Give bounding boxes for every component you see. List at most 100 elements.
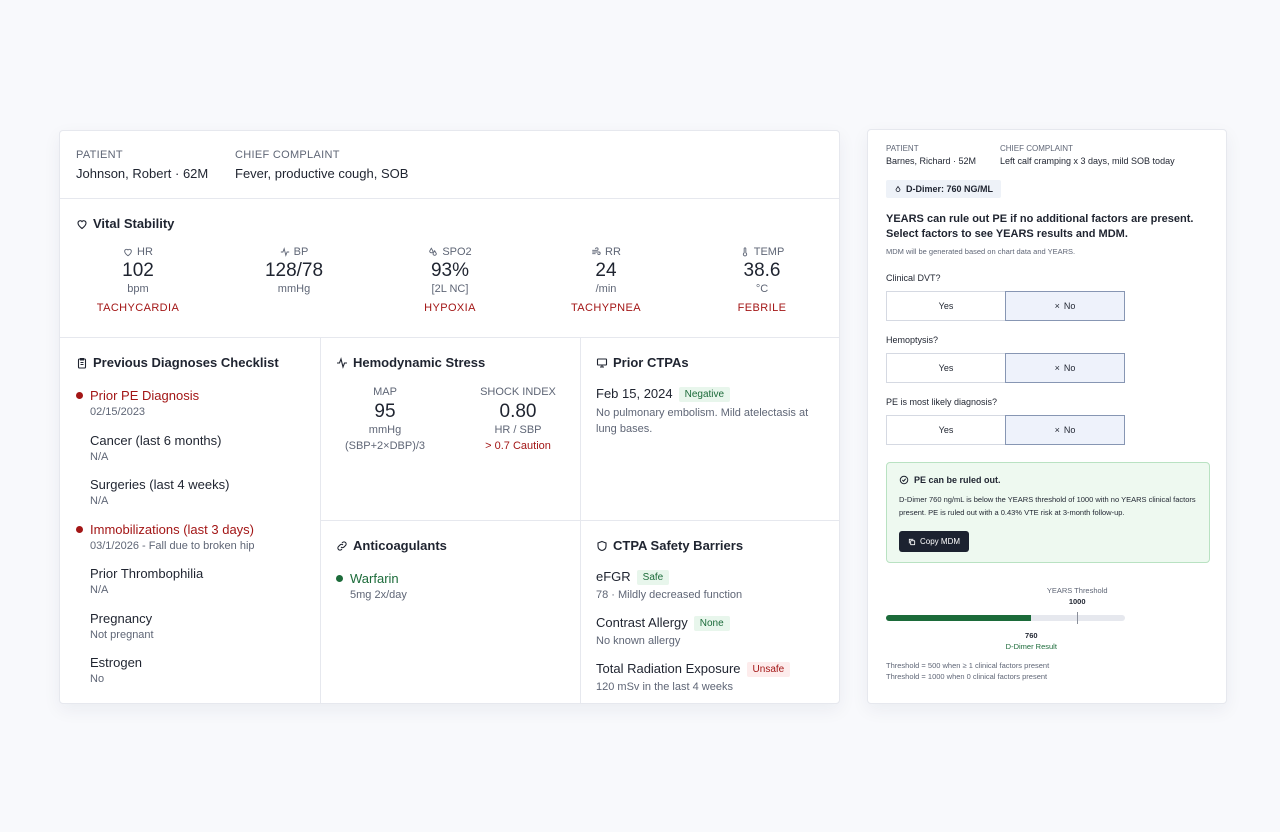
question-pe-likely: PE is most likely diagnosis?	[886, 397, 998, 407]
checklist-item-title: Estrogen	[90, 655, 143, 670]
barrier-title: Total Radiation Exposure	[596, 661, 741, 676]
monitor-icon	[596, 357, 608, 368]
shock-index-label: SHOCK INDEX	[480, 386, 556, 398]
checklist-item-sub: 02/15/2023	[90, 406, 146, 418]
checklist-item-sub: N/A	[90, 451, 109, 463]
checklist-item-sub: No	[90, 673, 105, 685]
shield-icon	[597, 540, 607, 551]
threshold-footnote-2: Threshold = 1000 when 0 clinical factors…	[886, 672, 1048, 681]
vital-stability-section: Vital Stability HR 102 bpm TACHYCARDIA B…	[60, 199, 839, 338]
close-icon: ×	[1054, 301, 1060, 311]
copy-mdm-button[interactable]: Copy MDM	[899, 531, 970, 552]
patient-name: Barnes, Richard · 52M	[886, 156, 977, 166]
map-metric: MAP 95 mmHg (SBP+2×DBP)/3	[335, 386, 435, 452]
hemoptysis-toggle: Yes × No	[886, 353, 1125, 383]
shock-index-caution: > 0.7 Caution	[485, 440, 551, 452]
barrier-badge: Safe	[636, 570, 670, 585]
ctpa-date: Feb 15, 2024	[596, 386, 673, 401]
vital-status: HYPOXIA	[424, 302, 476, 314]
shock-index-metric: SHOCK INDEX 0.80 HR / SBP > 0.7 Caution	[463, 386, 573, 452]
ctpa-entry: Feb 15, 2024 Negative	[596, 386, 731, 402]
checklist-title: Previous Diagnoses Checklist	[76, 355, 279, 370]
pe-likely-toggle: Yes × No	[886, 415, 1125, 445]
chief-complaint-value: Fever, productive cough, SOB	[235, 166, 409, 181]
checklist-item-title: Cancer (last 6 months)	[90, 433, 222, 448]
checklist-item-title: Prior PE Diagnosis	[90, 388, 200, 403]
close-icon: ×	[1054, 363, 1060, 373]
vital-hr: HR 102 bpm TACHYCARDIA	[73, 246, 203, 314]
ctpa-result-badge: Negative	[678, 387, 731, 402]
vital-status: TACHYCARDIA	[96, 302, 180, 314]
vital-temp: TEMP 38.6 °C FEBRILE	[697, 246, 827, 314]
vital-unit: /min	[595, 283, 617, 295]
alert-dot	[76, 392, 83, 399]
copy-mdm-label: Copy MDM	[920, 537, 961, 546]
checklist-item-immobilizations: Immobilizations (last 3 days) 03/1/2026 -…	[76, 522, 255, 552]
anticoagulant-name: Warfarin	[350, 571, 399, 586]
barrier-sub: No known allergy	[596, 635, 681, 647]
map-unit: mmHg	[368, 424, 402, 436]
heart-icon	[77, 219, 87, 229]
result-value: 760	[1025, 631, 1038, 640]
vital-spo2: SPO2 93% [2L NC] HYPOXIA	[385, 246, 515, 314]
barrier-contrast-allergy: Contrast Allergy None No known allergy	[596, 615, 730, 647]
active-dot	[336, 575, 343, 582]
ctpa-safety-section: CTPA Safety Barriers eFGR Safe 78 · Mildl…	[581, 521, 839, 703]
barrier-title: Contrast Allergy	[596, 615, 688, 630]
barrier-title: eFGR	[596, 569, 631, 584]
pe-likely-no[interactable]: × No	[1005, 415, 1125, 445]
hemodynamic-stress-section: Hemodynamic Stress MAP 95 mmHg (SBP+2×DB…	[321, 338, 580, 520]
vital-label: TEMP	[753, 246, 785, 258]
hemoptysis-yes[interactable]: Yes	[938, 363, 954, 373]
vital-unit: bpm	[127, 283, 149, 295]
clipboard-icon	[77, 357, 87, 369]
ctpa-title: Prior CTPAs	[596, 355, 689, 370]
barrier-sub: 78 · Mildly decreased function	[596, 589, 743, 601]
clinical-dvt-toggle: Yes × No	[886, 291, 1125, 321]
clinical-dvt-yes[interactable]: Yes	[938, 301, 954, 311]
question-hemoptysis: Hemoptysis?	[886, 335, 939, 345]
vital-value: 24	[595, 260, 617, 281]
result-title-row: PE can be ruled out.	[899, 475, 1001, 485]
vital-value: 38.6	[743, 260, 781, 281]
patient-label: PATIENT	[76, 149, 123, 161]
barrier-efgr: eFGR Safe 78 · Mildly decreased function	[596, 569, 742, 601]
pe-likely-yes[interactable]: Yes	[938, 425, 954, 435]
patient-header: PATIENT Johnson, Robert · 62M CHIEF COMP…	[60, 131, 839, 199]
shock-index-unit: HR / SBP	[494, 424, 542, 436]
result-text: D-Dimer 760 ng/mL is below the YEARS thr…	[899, 495, 1196, 517]
ctpa-note: No pulmonary embolism. Mild atelectasis …	[596, 407, 809, 435]
years-headline: YEARS can rule out PE if no additional f…	[886, 213, 1194, 240]
map-value: 95	[374, 401, 396, 422]
checklist-item-sub: N/A	[90, 584, 109, 596]
prior-ctpas-section: Prior CTPAs Feb 15, 2024 Negative No pulm…	[581, 338, 839, 520]
hemoptysis-no[interactable]: × No	[1005, 353, 1125, 383]
hemodynamic-title: Hemodynamic Stress	[336, 355, 485, 370]
result-title: PE can be ruled out.	[914, 475, 1001, 485]
close-icon: ×	[1054, 425, 1060, 435]
check-circle-icon	[899, 475, 909, 485]
checklist-item-cancer: Cancer (last 6 months) N/A	[90, 433, 222, 463]
droplet-icon	[895, 185, 901, 192]
checklist-item-thrombophilia: Prior Thrombophilia N/A	[90, 566, 203, 596]
droplets-icon	[429, 247, 438, 256]
threshold-label: YEARS Threshold	[1046, 586, 1108, 595]
patient-dashboard-card: PATIENT Johnson, Robert · 62M CHIEF COMP…	[59, 130, 840, 704]
section-title-text: Hemodynamic Stress	[353, 355, 486, 370]
pulse-icon	[337, 356, 347, 369]
vital-label: BP	[293, 246, 309, 258]
ddimer-chip-text: D-Dimer: 760 NG/ML	[906, 184, 994, 194]
vital-value: 128/78	[264, 260, 324, 281]
barrier-sub: 120 mSv in the last 4 weeks	[596, 681, 733, 693]
vital-value: 102	[122, 260, 154, 281]
divider	[320, 520, 839, 521]
gauge-fill	[886, 615, 1032, 621]
thermometer-icon	[742, 247, 747, 257]
checklist-item-title: Surgeries (last 4 weeks)	[90, 477, 230, 492]
no-label: No	[1063, 425, 1076, 435]
clinical-dvt-no[interactable]: × No	[1005, 291, 1125, 321]
map-formula: (SBP+2×DBP)/3	[344, 440, 426, 452]
barrier-badge: Unsafe	[746, 662, 791, 677]
checklist-item-title: Pregnancy	[90, 611, 153, 626]
section-title-text: Prior CTPAs	[613, 355, 689, 370]
